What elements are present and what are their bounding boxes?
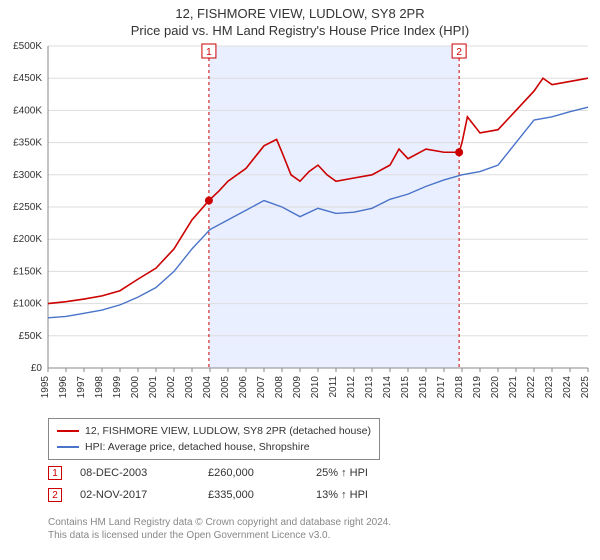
chart-container: 12, FISHMORE VIEW, LUDLOW, SY8 2PR Price… [0,0,600,560]
legend-item-subject: 12, FISHMORE VIEW, LUDLOW, SY8 2PR (deta… [57,423,371,439]
svg-text:£100K: £100K [13,299,42,310]
svg-text:2021: 2021 [508,376,519,399]
sale-price-2: £335,000 [208,489,298,501]
svg-text:1996: 1996 [58,376,69,399]
chart-area: £0 £50K £100K £150K £200K £250K £300K £350K £400… [0,42,600,412]
attribution-line2: This data is licensed under the Open Gov… [48,529,391,542]
svg-text:2017: 2017 [436,376,447,399]
sale-marker-1: 1 [48,466,62,480]
price-chart-svg: £0 £50K £100K £150K £200K £250K £300K £350K £400… [0,42,600,412]
svg-text:£300K: £300K [13,170,42,181]
sale-marker-2: 2 [48,488,62,502]
svg-text:2018: 2018 [454,376,465,399]
svg-text:2010: 2010 [310,376,321,399]
svg-text:2015: 2015 [400,376,411,399]
legend-swatch-subject [57,430,79,432]
legend-label-hpi: HPI: Average price, detached house, Shro… [85,441,310,453]
svg-text:£50K: £50K [19,331,43,342]
svg-text:2019: 2019 [472,376,483,399]
svg-text:2014: 2014 [382,376,393,399]
svg-text:1998: 1998 [94,376,105,399]
svg-text:£250K: £250K [13,202,42,213]
sale-delta-1: 25% ↑ HPI [316,467,396,479]
svg-text:2000: 2000 [130,376,141,399]
svg-text:2023: 2023 [544,376,555,399]
svg-text:2: 2 [456,47,462,58]
svg-text:£400K: £400K [13,105,42,116]
svg-text:2009: 2009 [292,376,303,399]
sale-delta-2: 13% ↑ HPI [316,489,396,501]
svg-text:2024: 2024 [562,376,573,399]
svg-text:1995: 1995 [40,376,51,399]
svg-text:£0: £0 [31,363,43,374]
sales-list: 1 08-DEC-2003 £260,000 25% ↑ HPI 2 02-NO… [48,462,396,506]
svg-text:2025: 2025 [580,376,591,399]
svg-text:1997: 1997 [76,376,87,399]
svg-text:2004: 2004 [202,376,213,399]
svg-text:2001: 2001 [148,376,159,399]
legend: 12, FISHMORE VIEW, LUDLOW, SY8 2PR (deta… [48,418,380,460]
svg-text:2003: 2003 [184,376,195,399]
svg-text:1999: 1999 [112,376,123,399]
svg-text:1: 1 [206,47,212,58]
address-title: 12, FISHMORE VIEW, LUDLOW, SY8 2PR [0,6,600,21]
svg-text:£200K: £200K [13,234,42,245]
svg-text:2022: 2022 [526,376,537,399]
legend-label-subject: 12, FISHMORE VIEW, LUDLOW, SY8 2PR (deta… [85,425,371,437]
titles: 12, FISHMORE VIEW, LUDLOW, SY8 2PR Price… [0,0,600,38]
svg-text:2016: 2016 [418,376,429,399]
svg-text:2002: 2002 [166,376,177,399]
chart-subtitle: Price paid vs. HM Land Registry's House … [0,23,600,38]
svg-text:£500K: £500K [13,42,42,52]
legend-swatch-hpi [57,446,79,448]
sale-price-1: £260,000 [208,467,298,479]
svg-text:2007: 2007 [256,376,267,399]
svg-text:2006: 2006 [238,376,249,399]
svg-text:2012: 2012 [346,376,357,399]
svg-text:£450K: £450K [13,73,42,84]
svg-text:£150K: £150K [13,266,42,277]
sale-date-1: 08-DEC-2003 [80,467,190,479]
svg-text:2008: 2008 [274,376,285,399]
svg-text:2013: 2013 [364,376,375,399]
svg-text:2005: 2005 [220,376,231,399]
svg-text:2011: 2011 [328,376,339,398]
svg-text:2020: 2020 [490,376,501,399]
sale-date-2: 02-NOV-2017 [80,489,190,501]
attribution-line1: Contains HM Land Registry data © Crown c… [48,516,391,529]
attribution: Contains HM Land Registry data © Crown c… [48,516,391,542]
legend-item-hpi: HPI: Average price, detached house, Shro… [57,439,371,455]
sale-row-2: 2 02-NOV-2017 £335,000 13% ↑ HPI [48,484,396,506]
svg-text:£350K: £350K [13,138,42,149]
sale-row-1: 1 08-DEC-2003 £260,000 25% ↑ HPI [48,462,396,484]
